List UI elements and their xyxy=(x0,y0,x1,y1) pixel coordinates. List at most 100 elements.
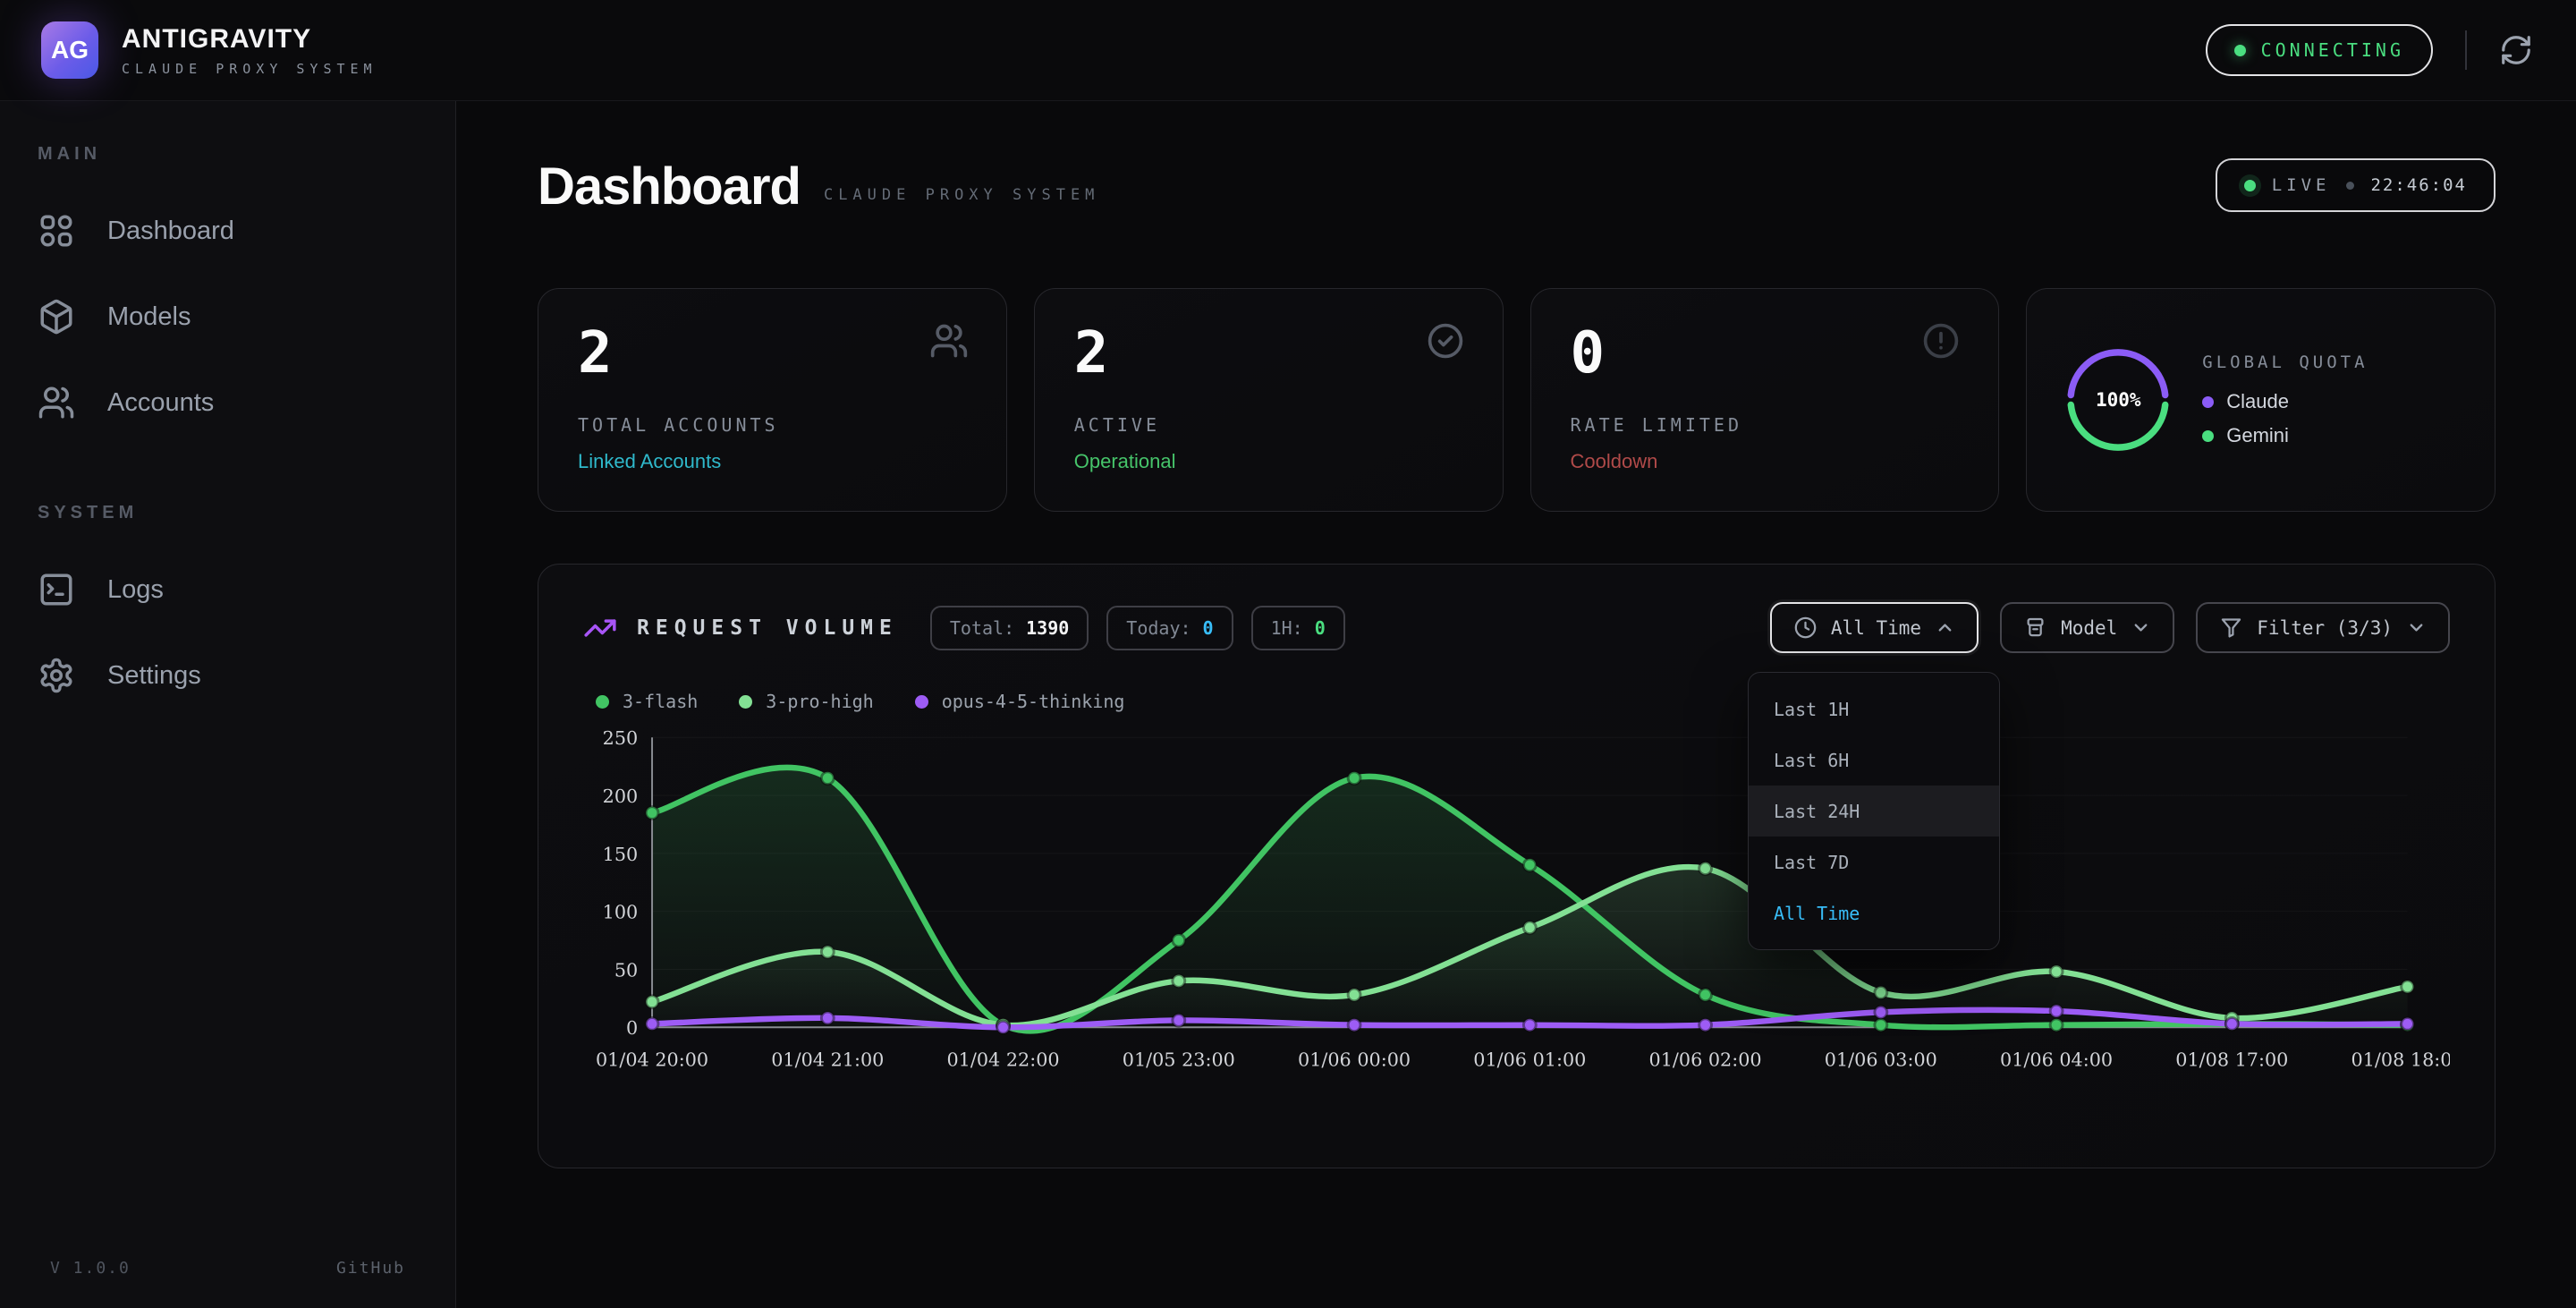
app-root: AG ANTIGRAVITY CLAUDE PROXY SYSTEM CONNE… xyxy=(0,0,2576,1308)
page-header: Dashboard CLAUDE PROXY SYSTEM LIVE 22:46… xyxy=(538,157,2496,217)
active-value: 2 xyxy=(1074,325,1463,382)
quota-percent: 100% xyxy=(2063,344,2174,455)
users-icon xyxy=(929,321,969,361)
badge-label: Today: xyxy=(1126,617,1191,639)
badge-label: 1H: xyxy=(1271,617,1303,639)
svg-text:01/08 18:00: 01/08 18:00 xyxy=(2351,1049,2450,1071)
dropdown-option-last-6h[interactable]: Last 6H xyxy=(1749,735,1999,786)
legend-item-3-pro-high: 3-pro-high xyxy=(739,691,873,712)
grid-icon xyxy=(38,212,75,250)
page-subtitle: CLAUDE PROXY SYSTEM xyxy=(824,186,1099,204)
main-content: Dashboard CLAUDE PROXY SYSTEM LIVE 22:46… xyxy=(457,101,2576,1308)
rate-limited-value: 0 xyxy=(1571,325,1960,382)
chevron-down-icon xyxy=(2406,617,2427,638)
series-dot-icon xyxy=(739,695,752,709)
dropdown-option-last-7d[interactable]: Last 7D xyxy=(1749,837,1999,888)
cube-icon xyxy=(38,298,75,335)
app-title: ANTIGRAVITY xyxy=(122,24,377,55)
dropdown-option-all-time[interactable]: All Time xyxy=(1749,888,1999,939)
sidebar-item-dashboard[interactable]: Dashboard xyxy=(0,190,455,272)
connection-status-badge: CONNECTING xyxy=(2206,24,2433,76)
check-circle-icon xyxy=(1426,321,1465,361)
card-active: 2 ACTIVE Operational xyxy=(1034,288,1504,512)
quota-detail: GLOBAL QUOTA Claude Gemini xyxy=(2202,352,2368,447)
status-text: CONNECTING xyxy=(2261,39,2404,61)
refresh-button[interactable] xyxy=(2499,32,2535,68)
card-total-accounts: 2 TOTAL ACCOUNTS Linked Accounts xyxy=(538,288,1007,512)
card-global-quota: 100% GLOBAL QUOTA Claude Gemini xyxy=(2026,288,2496,512)
badge-value: 0 xyxy=(1203,617,1214,639)
chevron-down-icon xyxy=(2131,617,2151,638)
sidebar-item-accounts[interactable]: Accounts xyxy=(0,361,455,444)
model-dropdown-button[interactable]: Model xyxy=(2000,602,2174,653)
sidebar-item-settings[interactable]: Settings xyxy=(0,634,455,717)
dot-separator-icon xyxy=(2346,182,2354,190)
sidebar-section-system: SYSTEM xyxy=(0,503,455,523)
svg-text:200: 200 xyxy=(603,786,639,807)
quota-legend-gemini: Gemini xyxy=(2202,424,2368,447)
svg-text:50: 50 xyxy=(614,959,638,981)
svg-text:01/06 02:00: 01/06 02:00 xyxy=(1649,1049,1762,1071)
svg-text:0: 0 xyxy=(626,1017,638,1039)
live-dot-icon xyxy=(2244,180,2256,191)
header-divider xyxy=(2465,30,2467,70)
time-range-dropdown-button[interactable]: All Time xyxy=(1770,602,1979,653)
rate-limited-sub: Cooldown xyxy=(1571,450,1960,473)
svg-text:01/04 22:00: 01/04 22:00 xyxy=(946,1049,1059,1071)
sidebar-item-logs[interactable]: Logs xyxy=(0,548,455,631)
terminal-icon xyxy=(38,571,75,608)
alert-circle-icon xyxy=(1921,321,1961,361)
svg-text:01/06 00:00: 01/06 00:00 xyxy=(1298,1049,1411,1071)
status-dot-icon xyxy=(2234,45,2246,56)
sidebar-item-label: Models xyxy=(107,302,191,332)
clock-icon xyxy=(1793,616,1818,640)
badge-value: 0 xyxy=(1315,617,1326,639)
quota-legend-claude: Claude xyxy=(2202,390,2368,413)
live-status-badge: LIVE 22:46:04 xyxy=(2216,158,2496,212)
live-clock: 22:46:04 xyxy=(2370,175,2467,195)
time-range-dropdown-menu: Last 1H Last 6H Last 24H Last 7D All Tim… xyxy=(1748,672,2000,950)
svg-text:01/08 17:00: 01/08 17:00 xyxy=(2175,1049,2288,1071)
series-dot-icon xyxy=(915,695,928,709)
model-button-label: Model xyxy=(2061,617,2117,639)
legend-item-opus: opus-4-5-thinking xyxy=(915,691,1125,712)
users-icon xyxy=(38,384,75,421)
sidebar-item-label: Accounts xyxy=(107,388,214,418)
chart-buttons: All Time Model xyxy=(1770,602,2450,653)
dropdown-option-last-24h[interactable]: Last 24H xyxy=(1749,786,1999,837)
trending-up-icon xyxy=(583,611,617,645)
request-volume-chart[interactable]: 05010015020025001/04 20:0001/04 21:0001/… xyxy=(583,721,2450,1081)
svg-text:01/06 03:00: 01/06 03:00 xyxy=(1825,1049,1937,1071)
svg-text:150: 150 xyxy=(603,844,639,865)
badge-value: 1390 xyxy=(1026,617,1069,639)
top-header: AG ANTIGRAVITY CLAUDE PROXY SYSTEM CONNE… xyxy=(0,0,2576,101)
github-link[interactable]: GitHub xyxy=(336,1259,405,1278)
filter-dropdown-button[interactable]: Filter (3/3) xyxy=(2196,602,2450,653)
total-accounts-sub: Linked Accounts xyxy=(578,450,967,473)
time-range-label: All Time xyxy=(1831,617,1921,639)
svg-text:01/04 21:00: 01/04 21:00 xyxy=(771,1049,884,1071)
sidebar: MAIN Dashboard Models Accounts SYSTEM Lo xyxy=(0,101,456,1308)
legend-name: 3-flash xyxy=(623,691,698,712)
svg-text:100: 100 xyxy=(603,902,639,923)
brand-block: ANTIGRAVITY CLAUDE PROXY SYSTEM xyxy=(122,24,377,77)
sidebar-item-label: Dashboard xyxy=(107,217,234,246)
live-label: LIVE xyxy=(2272,175,2331,195)
legend-name: opus-4-5-thinking xyxy=(942,691,1125,712)
logo-text: AG xyxy=(51,36,89,64)
gemini-dot-icon xyxy=(2202,430,2214,442)
quota-legend-name: Gemini xyxy=(2226,424,2289,447)
claude-dot-icon xyxy=(2202,396,2214,408)
refresh-icon xyxy=(2499,33,2533,67)
archive-box-icon xyxy=(2023,616,2047,640)
svg-text:01/06 04:00: 01/06 04:00 xyxy=(2000,1049,2113,1071)
chart-title: REQUEST VOLUME xyxy=(637,616,898,640)
sidebar-item-models[interactable]: Models xyxy=(0,276,455,358)
sidebar-footer: V 1.0.0 GitHub xyxy=(0,1227,455,1308)
rate-limited-label: RATE LIMITED xyxy=(1571,414,1960,436)
dropdown-option-last-1h[interactable]: Last 1H xyxy=(1749,684,1999,735)
chart-legend: 3-flash 3-pro-high opus-4-5-thinking xyxy=(583,691,2450,712)
legend-name: 3-pro-high xyxy=(766,691,873,712)
card-rate-limited: 0 RATE LIMITED Cooldown xyxy=(1530,288,2000,512)
request-volume-card: REQUEST VOLUME Total: 1390 Today: 0 1H: … xyxy=(538,564,2496,1168)
